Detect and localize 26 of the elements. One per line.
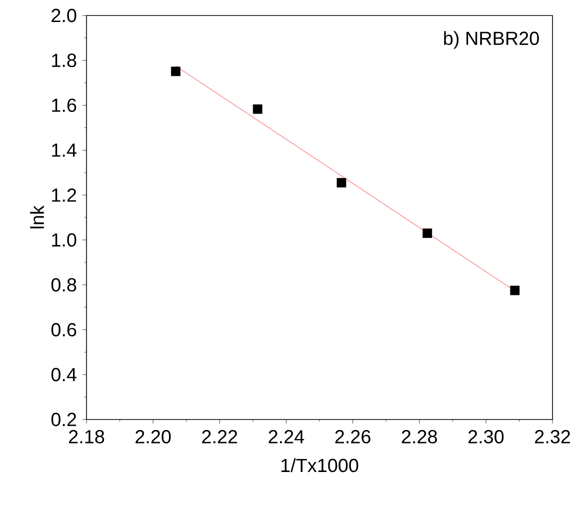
- point: [336, 178, 346, 188]
- point: [171, 66, 180, 76]
- y-tick-label: 1.6: [52, 98, 76, 112]
- point: [422, 228, 432, 238]
- y-tick-label: 0.4: [51, 368, 76, 382]
- x-axis-title: 1/Tx1000: [281, 458, 358, 472]
- y-tick-label: 0.6: [51, 323, 76, 336]
- y-tick-label: 0.8: [51, 278, 76, 292]
- y-tick-label: 1.8: [52, 54, 76, 68]
- x-tick-label: 2.20: [136, 430, 171, 444]
- y-tick-label: 2.0: [52, 8, 76, 22]
- x-tick-label: 2.26: [335, 430, 370, 444]
- point: [252, 104, 262, 114]
- annotation: b) NRBR20: [444, 31, 539, 49]
- y-axis-title: lnk: [30, 205, 44, 228]
- x-tick-label: 2.18: [69, 430, 104, 444]
- x-tick-label: 2.24: [268, 430, 304, 444]
- x-tick-label: 2.28: [402, 430, 437, 444]
- y-tick-label: 0.2: [51, 412, 76, 426]
- y-tick-label: 1.2: [52, 188, 76, 202]
- point: [510, 286, 520, 296]
- y-tick-label: 1.4: [52, 144, 76, 157]
- x-tick-label: 2.30: [468, 430, 504, 444]
- x-tick-label: 2.22: [202, 430, 238, 444]
- y-tick-label: 1.0: [52, 233, 76, 247]
- x-tick-label: 2.32: [535, 430, 570, 444]
